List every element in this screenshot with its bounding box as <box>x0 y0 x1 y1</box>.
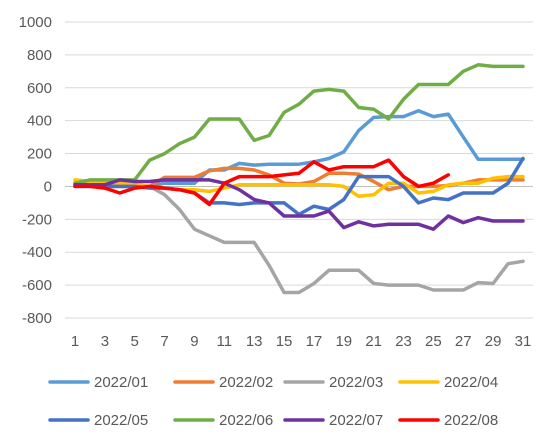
y-tick-label: 800 <box>27 47 52 64</box>
y-tick-label: 0 <box>44 178 52 195</box>
x-tick-label: 1 <box>71 333 79 350</box>
x-tick-label: 25 <box>425 333 442 350</box>
series-line-2022-06 <box>73 63 525 185</box>
y-tick-label: -600 <box>22 277 52 294</box>
x-tick-label: 7 <box>160 333 168 350</box>
series-line-2022-03 <box>73 183 525 295</box>
y-tick-label: 1000 <box>19 14 52 31</box>
y-tick-label: 200 <box>27 146 52 163</box>
x-tick-label: 29 <box>485 333 502 350</box>
x-tick-label: 17 <box>306 333 323 350</box>
y-axis-tick-labels: -800 -600 -400 -200 0 200 400 600 800 1000 <box>19 14 52 327</box>
legend-label: 2022/05 <box>94 412 148 429</box>
x-tick-label: 27 <box>455 333 472 350</box>
legend-label: 2022/03 <box>329 374 383 391</box>
legend-label: 2022/07 <box>329 412 383 429</box>
legend-label: 2022/01 <box>94 374 148 391</box>
legend-item: 2022/02 <box>173 374 273 391</box>
series-lines <box>73 63 525 295</box>
y-tick-label: 600 <box>27 80 52 97</box>
x-tick-label: 19 <box>335 333 352 350</box>
x-tick-label: 31 <box>515 333 532 350</box>
legend-label: 2022/08 <box>444 412 498 429</box>
x-tick-label: 11 <box>217 333 233 350</box>
legend-label: 2022/02 <box>219 374 273 391</box>
legend-item: 2022/01 <box>48 374 148 391</box>
y-gridlines <box>65 21 533 319</box>
x-tick-label: 3 <box>101 333 109 350</box>
x-tick-label: 15 <box>276 333 293 350</box>
series-line-2022-07 <box>73 178 525 231</box>
legend-item: 2022/08 <box>398 412 498 429</box>
legend-item: 2022/05 <box>48 412 148 429</box>
legend: 2022/01 2022/02 2022/03 2022/04 2022/05 2022/… <box>48 374 498 429</box>
y-tick-label: 400 <box>27 113 52 130</box>
x-axis-tick-labels: 1 3 5 7 9 11 13 15 17 19 21 23 25 27 29 31 <box>71 333 532 350</box>
x-tick-label: 23 <box>395 333 412 350</box>
x-tick-label: 13 <box>246 333 263 350</box>
series-line-2022-08 <box>73 158 451 207</box>
x-tick-label: 5 <box>131 333 139 350</box>
legend-label: 2022/04 <box>444 374 498 391</box>
legend-item: 2022/03 <box>283 374 383 391</box>
y-tick-label: -200 <box>22 211 52 228</box>
x-tick-label: 21 <box>365 333 382 350</box>
legend-item: 2022/06 <box>173 412 273 429</box>
y-tick-label: -800 <box>22 310 52 327</box>
x-tick-label: 9 <box>190 333 198 350</box>
legend-item: 2022/04 <box>398 374 498 391</box>
legend-item: 2022/07 <box>283 412 383 429</box>
y-tick-label: -400 <box>22 244 52 261</box>
legend-label: 2022/06 <box>219 412 273 429</box>
